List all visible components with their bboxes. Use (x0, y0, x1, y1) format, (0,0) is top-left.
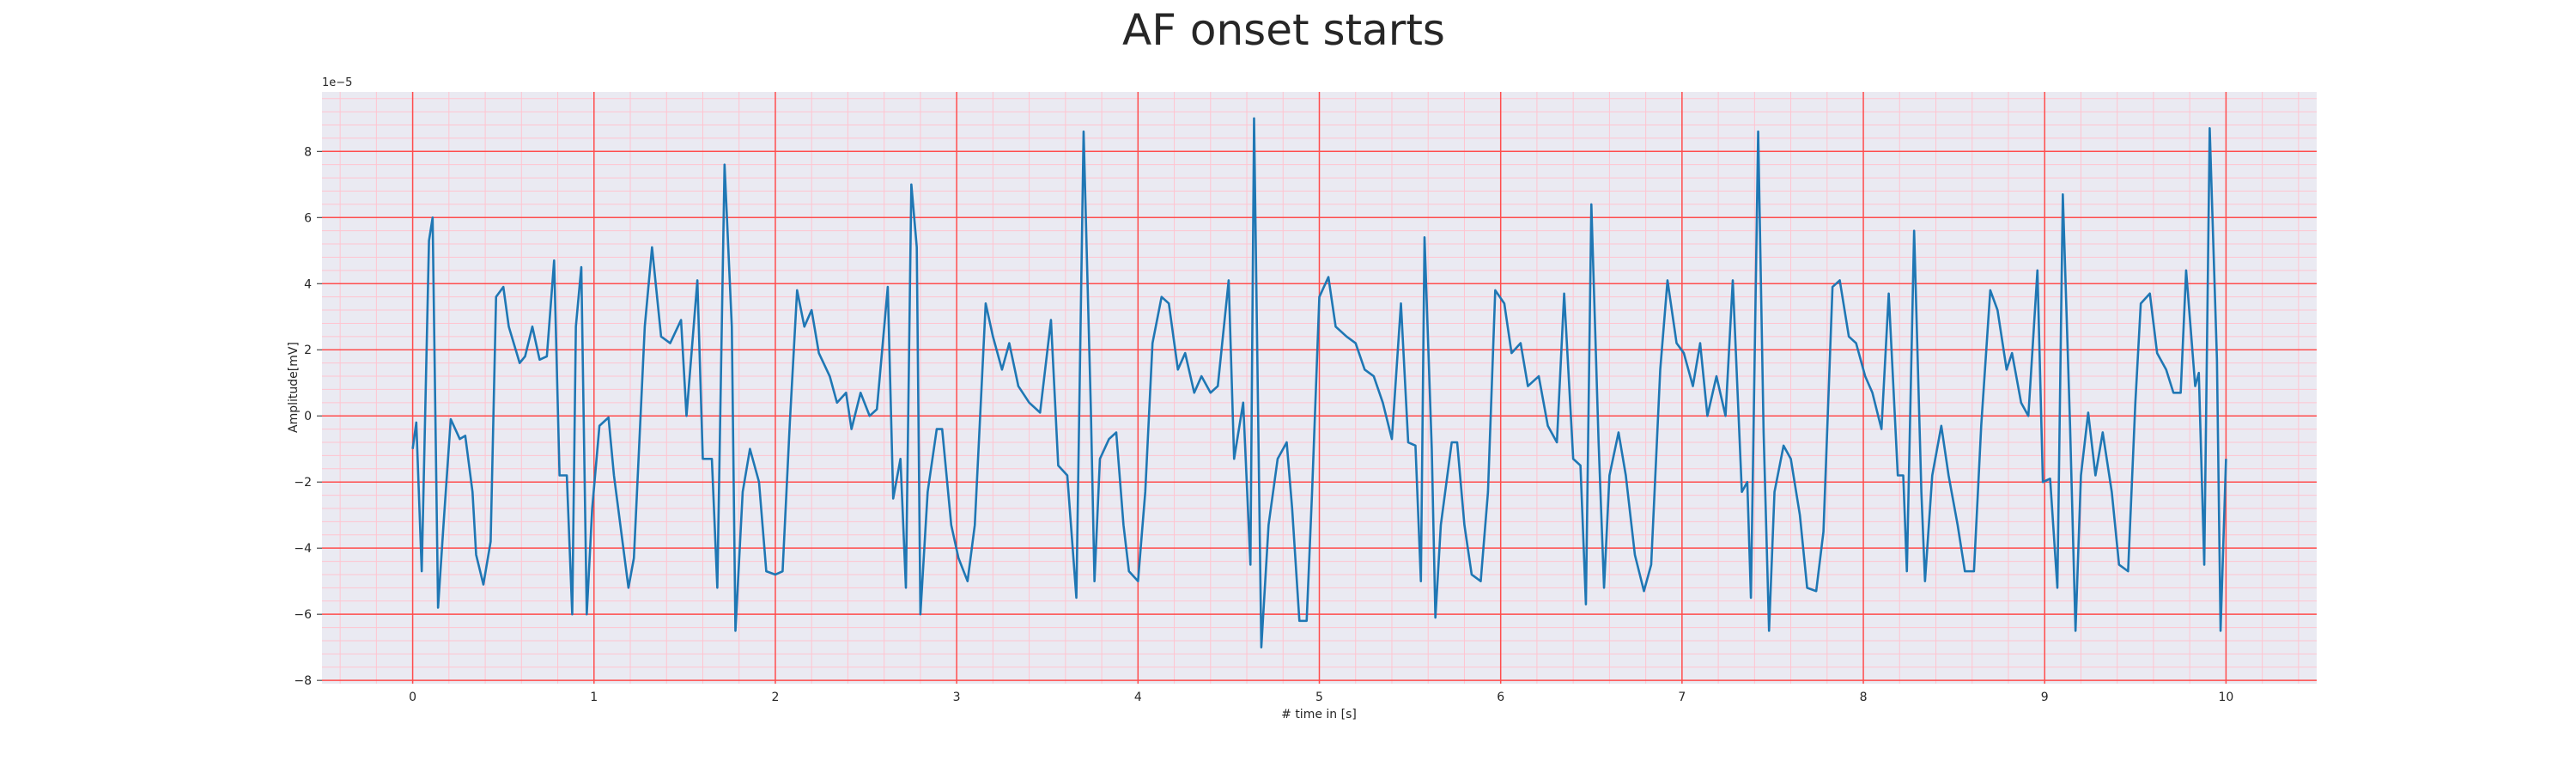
y-tick-label: 4 (304, 277, 312, 291)
x-tick-label: 9 (2041, 691, 2049, 704)
y-tick-label: 0 (304, 410, 312, 423)
x-tick-label: 1 (590, 691, 598, 704)
y-tick-label: −8 (294, 674, 312, 688)
x-tick-label: 8 (1860, 691, 1868, 704)
x-tick-label: 0 (409, 691, 416, 704)
x-tick-label: 7 (1678, 691, 1686, 704)
y-tick-label: 6 (304, 211, 312, 225)
y-tick-label: −2 (294, 476, 312, 490)
x-tick-label: 4 (1134, 691, 1142, 704)
x-axis-label: # time in [s] (1281, 708, 1357, 721)
y-tick-label: −6 (294, 608, 312, 622)
y-tick-label: 2 (304, 344, 312, 357)
x-tick-label: 10 (2218, 691, 2233, 704)
y-axis-label: Amplitude[mV] (287, 342, 301, 433)
x-tick-label: 5 (1315, 691, 1323, 704)
chart-title: AF onset starts (1122, 5, 1445, 55)
offset-label: 1e−5 (322, 76, 352, 89)
x-tick-label: 3 (953, 691, 961, 704)
x-tick-label: 6 (1497, 691, 1504, 704)
y-tick-label: −4 (294, 542, 312, 556)
signal-line (411, 117, 2227, 648)
x-tick-label: 2 (771, 691, 779, 704)
y-tick-label: 8 (304, 145, 312, 159)
